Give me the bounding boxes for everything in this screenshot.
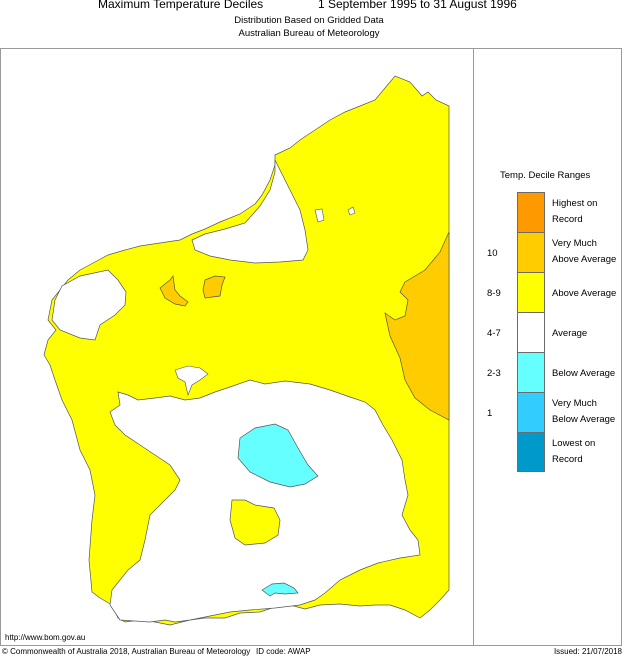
legend-label-above: Above Average	[552, 288, 617, 299]
legend-swatch-very-much-above	[517, 232, 545, 272]
id-code: ID code: AWAP	[256, 647, 311, 656]
decile-map	[43, 75, 450, 626]
land-above-average-inner	[229, 499, 281, 546]
legend-range-4-7: 4-7	[487, 328, 501, 339]
legend-range-1: 1	[487, 408, 493, 419]
land-below-average-south-coast	[261, 582, 299, 597]
legend-swatch-average	[517, 312, 545, 352]
legend-label-very-much-below: Very Much Below Average	[552, 398, 616, 425]
legend-label-average: Average	[552, 328, 588, 339]
legend-label-very-much-above: Very Much Above Average	[552, 238, 617, 265]
land-average-northwest	[191, 159, 309, 264]
legend-divider	[473, 48, 474, 646]
subtitle-distribution: Distribution Based on Gridded Data	[234, 15, 384, 26]
legend-range-10: 10	[487, 248, 498, 259]
subtitle-agency: Australian Bureau of Meteorology	[238, 28, 380, 39]
legend-color-bar	[517, 192, 545, 472]
land-very-much-above-blob-1	[159, 275, 189, 307]
legend-swatch-above	[517, 272, 545, 312]
period-text: 1 September 1995 to 31 August 1996	[318, 0, 517, 11]
land-average-west-cape	[51, 269, 127, 341]
legend-swatch-very-much-below	[517, 392, 545, 432]
title-text: Maximum Temperature Deciles	[98, 0, 264, 11]
lake-1	[314, 208, 325, 223]
legend-swatch-lowest	[517, 432, 545, 472]
issued-date: Issued: 21/07/2018	[553, 647, 622, 656]
land-very-much-above-blob-2	[202, 275, 226, 299]
legend-label-below: Below Average	[552, 368, 616, 379]
lake-2	[347, 206, 356, 216]
legend-range-8-9: 8-9	[487, 288, 501, 299]
land-very-much-above-east	[384, 231, 450, 421]
land-average-south	[109, 379, 421, 623]
copyright-text: © Commonwealth of Australia 2018, Austra…	[2, 647, 251, 656]
legend-swatch-below	[517, 352, 545, 392]
inlet-shark-bay	[174, 365, 209, 397]
legend-range-2-3: 2-3	[487, 368, 501, 379]
legend-title: Temp. Decile Ranges	[500, 170, 591, 181]
legend-label-highest: Highest on Record	[552, 198, 598, 225]
source-url[interactable]: http://www.bom.gov.au	[5, 633, 86, 642]
legend-label-lowest: Lowest on Record	[552, 438, 596, 465]
legend-swatch-highest	[517, 192, 545, 232]
map-frame	[0, 48, 622, 646]
land-below-average-centre	[237, 423, 319, 488]
